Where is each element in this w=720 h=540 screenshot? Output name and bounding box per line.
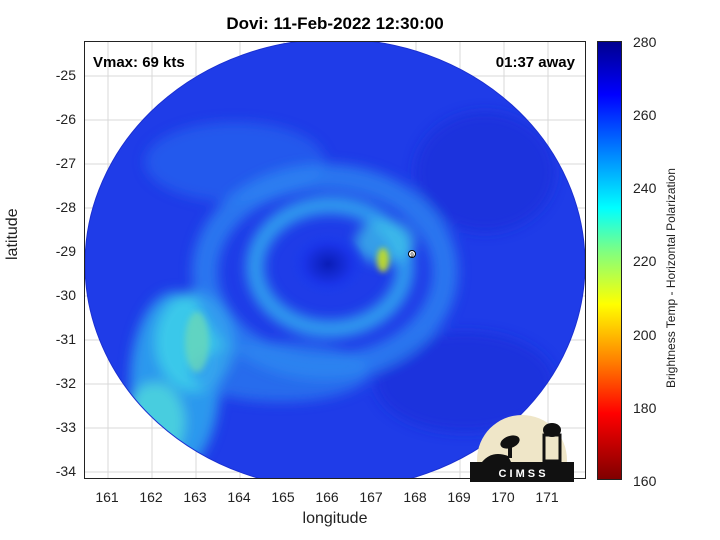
ytick-label: -29 [55,243,76,259]
xtick-label: 163 [183,489,207,505]
colorbar-tick: 280 [633,34,657,50]
xtick-label: 168 [403,489,427,505]
ytick-label: -25 [55,67,76,83]
time-away-label: 01:37 away [495,54,575,71]
ytick-label: -32 [55,375,76,391]
vmax-label: Vmax: 69 kts [93,54,185,71]
xtick-label: 165 [271,489,295,505]
brightness-temp-field [85,42,585,478]
svg-text:9: 9 [410,253,414,259]
y-axis-label: latitude [4,208,21,260]
swath-image: 9 [85,42,585,478]
colorbar-tick: 160 [633,473,657,489]
xtick-label: 169 [447,489,471,505]
colorbar-tick: 200 [633,327,657,343]
colorbar-tick: 260 [633,107,657,123]
microwave-image-plot: 9 Vmax: 69 kts 01:37 away [84,41,586,479]
ytick-label: -33 [55,419,76,435]
colorbar-tick: 240 [633,180,657,196]
xtick-label: 164 [227,489,251,505]
colorbar [597,41,622,480]
ytick-label: -30 [55,287,76,303]
storm-center-marker: 9 [408,250,416,259]
x-axis-label: longitude [302,510,368,527]
colorbar-tick: 180 [633,400,657,416]
ytick-label: -27 [55,155,76,171]
xtick-label: 166 [315,489,339,505]
colorbar-label: Brightness Temp - Horizontal Polarizatio… [664,168,678,388]
xtick-label: 167 [359,489,383,505]
ytick-label: -26 [55,111,76,127]
xtick-label: 161 [95,489,119,505]
ytick-label: -34 [55,463,76,479]
colorbar-tick: 220 [633,253,657,269]
svg-text:C I M S S: C I M S S [498,468,545,480]
chart-title: Dovi: 11-Feb-2022 12:30:00 [226,14,444,33]
xtick-label: 162 [139,489,163,505]
xtick-label: 170 [491,489,515,505]
xtick-label: 171 [535,489,559,505]
cimss-logo: C I M S S [470,415,574,482]
ytick-label: -31 [55,331,76,347]
ytick-label: -28 [55,199,76,215]
